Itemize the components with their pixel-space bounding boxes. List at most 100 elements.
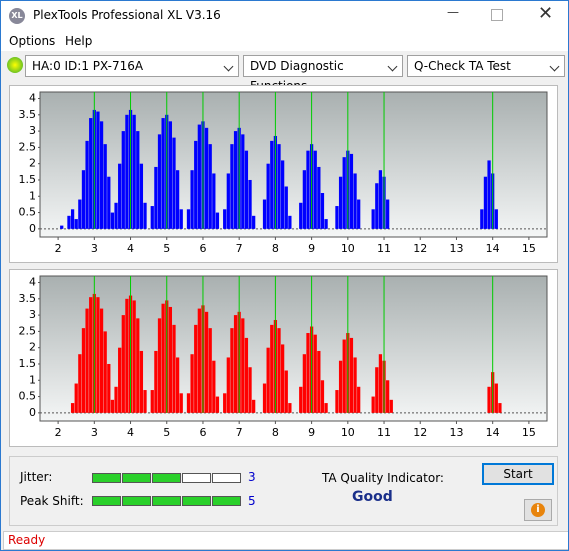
x-tick-label: 3 [91,426,98,439]
bar [215,396,220,413]
y-tick-label: 0 [29,222,36,235]
bar [161,118,165,229]
x-tick-label: 10 [341,242,355,255]
x-tick-label: 2 [55,242,62,255]
bar [233,131,238,229]
bar [208,328,212,413]
bar [252,215,256,229]
bar [262,199,267,229]
bar [154,166,158,229]
bar [136,131,140,229]
meter-block [92,473,121,483]
drive-select[interactable]: HA:0 ID:1 PX-716A [25,55,239,77]
menu-bar: Options Help [1,31,568,51]
y-tick-label: 3.5 [19,108,37,121]
x-tick-label: 13 [449,426,463,439]
bar [342,157,346,229]
bar [277,328,281,413]
quality-label: TA Quality Indicator: [322,471,444,485]
bar [342,339,346,413]
bar [371,209,375,229]
bar [302,354,306,413]
bar [252,399,256,413]
bar [60,225,64,229]
bar [179,393,183,413]
bar [353,173,357,229]
x-tick-label: 15 [522,426,536,439]
bar [313,334,317,413]
x-tick-label: 9 [308,242,315,255]
y-tick-label: 2 [29,157,36,170]
bar [270,140,274,229]
bar [226,357,230,413]
x-tick-label: 7 [236,426,243,439]
close[interactable]: ✕ [538,3,554,24]
bar [483,176,488,229]
bar [125,114,129,229]
bar [386,380,390,413]
bar [386,199,390,229]
bar [110,212,115,229]
bar [186,209,191,229]
bar [244,337,249,413]
y-tick-label: 2.5 [19,324,37,337]
bar [357,386,361,413]
bar [78,354,82,413]
x-tick-label: 15 [522,242,536,255]
bar [288,403,292,413]
quality-value: Good [352,489,393,505]
bar [378,170,383,229]
info-button[interactable]: i [524,499,552,521]
x-tick-label: 8 [272,426,279,439]
bar [139,350,144,413]
bar [248,367,252,413]
meter-block [152,473,181,483]
meter-block [92,496,121,506]
chart-panel: 0 0.5 1 1.5 2 2.5 3 3.5 4 2 3 4 5 6 7 8 9 10 11 12 13 14 15 [9,85,558,263]
x-tick-label: 7 [236,242,243,255]
bar [168,306,173,413]
bar [375,367,379,413]
menu-item[interactable]: Help [65,34,93,48]
bar [487,386,491,413]
bar [143,390,147,413]
bar [306,333,310,413]
bar [197,124,201,229]
meter-block [212,473,241,483]
bar [338,360,343,413]
bar [281,160,285,229]
y-tick-label: 0.5 [19,390,37,403]
bar [107,176,111,229]
test-select[interactable]: Q-Check TA Test [407,55,565,77]
x-tick-label: 10 [341,426,355,439]
bar [110,399,115,413]
bar [89,118,93,229]
bar [103,331,107,413]
bar [266,163,270,229]
x-tick-label: 3 [91,242,98,255]
minimize[interactable]: — [447,5,459,19]
bar [320,380,325,413]
bar [179,209,183,229]
y-tick-label: 4 [29,276,36,289]
y-tick-label: 1.5 [19,357,37,370]
bar [161,303,165,413]
function-select[interactable]: DVD Diagnostic Functions [243,55,403,93]
bar [99,308,104,413]
bar [204,127,209,229]
bar [277,144,281,229]
maximize[interactable] [491,9,503,21]
start-button[interactable]: Start [482,463,554,485]
bar [215,212,220,229]
y-tick-label: 1 [29,373,36,386]
bar [143,202,147,229]
bar [241,134,245,229]
bar [114,386,118,413]
menu-item[interactable]: Options [9,34,56,48]
bar [136,318,140,413]
bar [157,318,162,413]
bar [353,357,357,413]
bar [324,403,328,413]
bar [212,360,216,413]
